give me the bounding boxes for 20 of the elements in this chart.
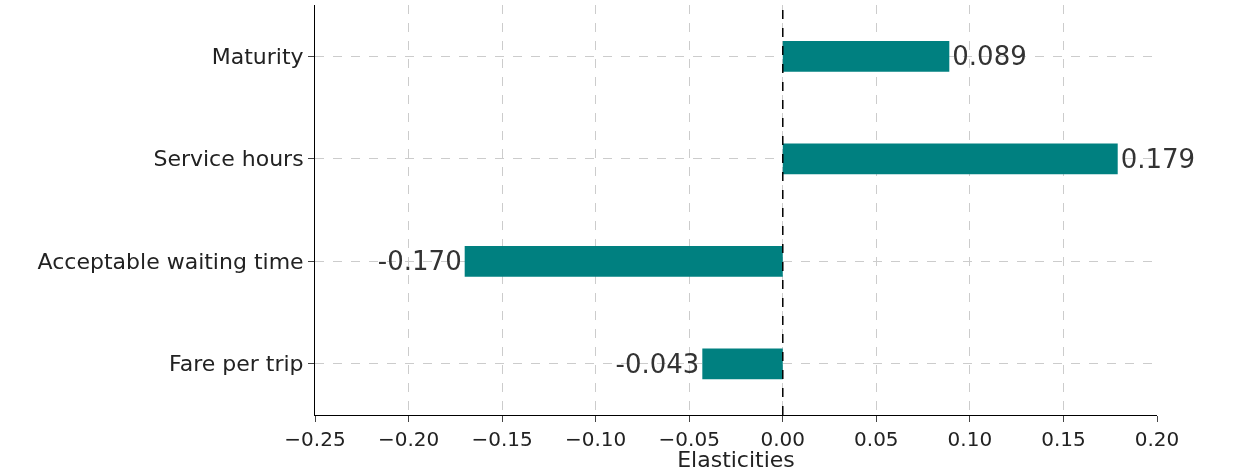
x-tick-label: −0.20 [377,427,440,451]
data-label: -0.170 [377,246,462,277]
y-tick-label: Service hours [153,146,304,172]
bar [782,40,950,72]
y-tick-label: Fare per trip [169,351,304,377]
data-label: -0.043 [615,348,700,379]
x-tick-label: 0.15 [1041,427,1086,451]
x-tick-label: 0.05 [854,427,899,451]
x-tick-label: 0.10 [947,427,993,451]
y-tick-label: Acceptable waiting time [37,248,304,274]
y-tick-label: Maturity [211,43,304,69]
x-tick-label: −0.10 [565,427,627,451]
x-tick-label: 0.20 [1134,427,1180,451]
bar [782,143,1118,175]
data-label: 0.179 [1120,143,1196,174]
x-tick-label: −0.25 [284,427,346,451]
bar [464,245,783,277]
data-label: 0.089 [952,41,1027,72]
x-tick-label: −0.15 [471,427,533,451]
bar [702,348,783,380]
